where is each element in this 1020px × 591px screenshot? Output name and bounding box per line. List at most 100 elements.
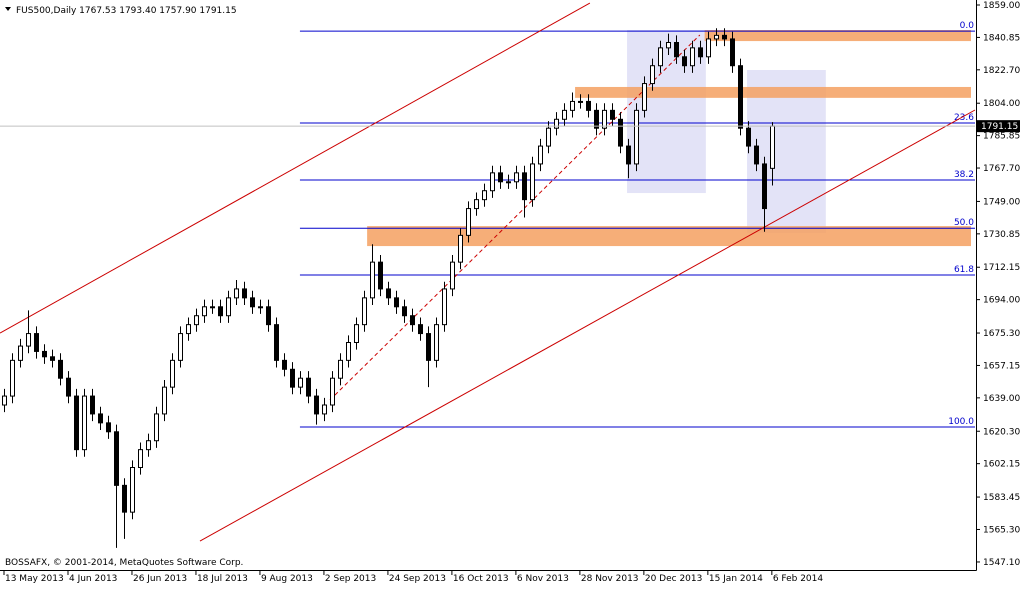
candle-body — [722, 34, 727, 40]
candle-body — [122, 484, 127, 513]
candle-body — [82, 395, 87, 451]
trendline — [0, 2, 591, 334]
y-tick-label: 1840.85 — [983, 33, 1020, 43]
sr-zone — [367, 226, 971, 247]
candle-body — [570, 100, 575, 111]
candle-body — [74, 395, 79, 451]
candle-body — [530, 163, 535, 201]
candle-body — [770, 125, 775, 169]
last-price-label: 1791.15 — [981, 122, 1018, 132]
candle-body — [498, 172, 503, 183]
trendline — [329, 34, 701, 401]
candle-body — [458, 234, 463, 263]
x-tick-label: 9 Aug 2013 — [261, 574, 313, 584]
fib-label: 50.0 — [954, 218, 974, 228]
x-tick-label: 15 Jan 2014 — [709, 574, 763, 584]
candle-body — [306, 377, 311, 397]
candle-body — [26, 333, 31, 347]
x-tick-label: 26 Jun 2013 — [133, 574, 187, 584]
candle-body — [58, 359, 63, 379]
candle-body — [338, 359, 343, 379]
candle-body — [362, 297, 367, 326]
candle-body — [162, 386, 167, 415]
candle-body — [754, 145, 759, 165]
candle-body — [554, 118, 559, 129]
candle-body — [98, 413, 103, 424]
x-tick-label: 2 Sep 2013 — [325, 574, 376, 584]
candle-body — [138, 449, 143, 468]
candle-body — [634, 109, 639, 165]
x-tick-label: 24 Sep 2013 — [389, 574, 446, 584]
x-tick-label: 16 Oct 2013 — [453, 574, 509, 584]
candle-body — [482, 190, 487, 201]
y-tick-label: 1657.15 — [983, 361, 1020, 371]
candle-body — [2, 395, 7, 406]
candle-body — [762, 163, 767, 210]
candle-body — [434, 324, 439, 361]
sr-zone — [575, 86, 971, 98]
candle-body — [258, 306, 263, 309]
y-tick-label: 1767.70 — [983, 164, 1020, 174]
y-tick-label: 1730.85 — [983, 230, 1020, 240]
candle-body — [650, 65, 655, 85]
y-tick-label: 1547.10 — [983, 558, 1020, 568]
candle-body — [402, 306, 407, 317]
fib-label: 0.0 — [960, 21, 975, 31]
candle-body — [42, 350, 47, 358]
candle-body — [346, 342, 351, 361]
y-tick-label: 1859.00 — [983, 1, 1020, 11]
candle-body — [386, 288, 391, 299]
y-tick-label: 1712.15 — [983, 263, 1020, 273]
collapse-arrow[interactable] — [5, 7, 11, 11]
candle-body — [282, 359, 287, 370]
y-tick-label: 1675.30 — [983, 329, 1020, 339]
y-tick-label: 1694.00 — [983, 296, 1020, 306]
candle-body — [178, 333, 183, 361]
fib-label: 61.8 — [954, 265, 974, 275]
x-tick-label: 13 May 2013 — [5, 574, 64, 584]
y-tick-label: 1620.30 — [983, 427, 1020, 437]
candle-body — [490, 172, 495, 192]
candle-body — [618, 118, 623, 147]
fib-label: 23.6 — [954, 113, 974, 123]
candle-body — [226, 297, 231, 317]
candle-body — [730, 38, 735, 67]
plot-area: 0.0 23.6 38.2 50.0 61.8 100.0 — [0, 2, 976, 548]
candle-body — [34, 333, 39, 352]
candle-body — [266, 306, 271, 326]
candle-body — [562, 109, 567, 120]
candle-body — [218, 306, 223, 317]
x-tick-label: 20 Dec 2013 — [645, 574, 703, 584]
candle-body — [506, 181, 511, 184]
candle-body — [250, 297, 255, 308]
candle-body — [10, 359, 15, 397]
candle-body — [194, 315, 199, 326]
sr-zone — [704, 30, 971, 42]
candle-body — [106, 422, 111, 433]
y-tick-label: 1785.85 — [983, 132, 1020, 142]
candle-body — [394, 297, 399, 308]
candle-body — [538, 145, 543, 165]
candle-body — [522, 172, 527, 201]
candle-body — [154, 413, 159, 442]
candle-body — [274, 324, 279, 361]
x-tick-label: 28 Nov 2013 — [581, 574, 639, 584]
y-tick-label: 1602.15 — [983, 460, 1020, 470]
candle-body — [370, 261, 375, 299]
candle-body — [474, 199, 479, 210]
y-tick-label: 1822.70 — [983, 66, 1020, 76]
candle-body — [322, 404, 327, 415]
candle-body — [602, 109, 607, 129]
candle-body — [586, 100, 591, 111]
candle-body — [610, 109, 615, 120]
candle-body — [50, 356, 55, 361]
y-tick-label: 1804.00 — [983, 99, 1020, 109]
candle-body — [130, 467, 135, 513]
candle-body — [66, 377, 71, 397]
candle-body — [354, 324, 359, 343]
candle-body — [146, 440, 151, 451]
x-tick-label: 6 Nov 2013 — [517, 574, 569, 584]
candle-body — [378, 261, 383, 290]
last-price-box — [977, 120, 1020, 133]
